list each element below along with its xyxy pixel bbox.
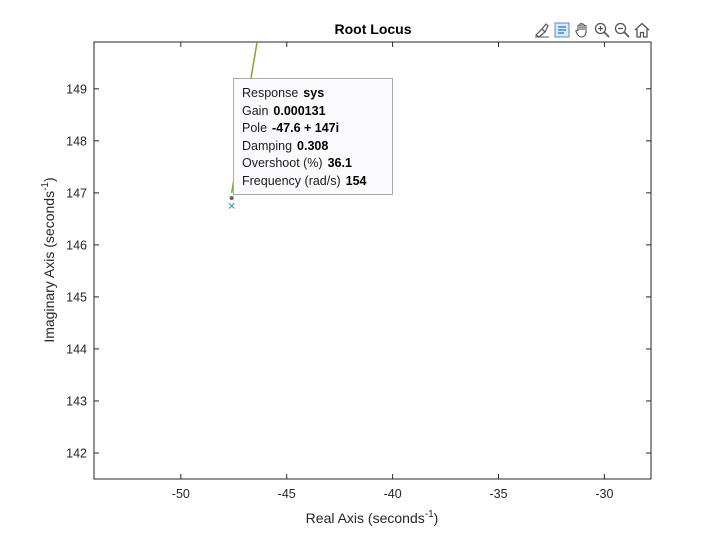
data-tip-row: Gain 0.000131: [242, 103, 392, 121]
axes-toolbar: [532, 20, 651, 40]
y-tick-label: 149: [66, 82, 87, 96]
zoom-in-icon[interactable]: [592, 20, 611, 40]
x-axis: -50 -45 -40 -35 -30: [172, 42, 613, 501]
data-tip-label: Response: [242, 86, 299, 100]
data-tip-label: Pole: [242, 121, 268, 135]
y-axis: 142 143 144 145 146 147 148 149: [66, 82, 651, 460]
data-tip-row: Overshoot (%) 36.1: [242, 155, 392, 173]
y-tick-label: 145: [66, 290, 87, 304]
y-tick-label: 142: [66, 446, 87, 460]
chart-title: Root Locus: [335, 21, 412, 37]
x-tick-label: -30: [595, 487, 613, 501]
y-tick-label: 143: [66, 394, 87, 408]
data-tip-label: Overshoot (%): [242, 156, 323, 170]
home-icon[interactable]: [632, 20, 651, 40]
pole-marker[interactable]: [228, 202, 235, 209]
data-tip-value: sys: [303, 86, 325, 100]
x-tick-label: -45: [278, 487, 296, 501]
data-tip-row: Damping 0.308: [242, 138, 392, 156]
data-tip-row: Response sys: [242, 85, 392, 103]
pan-icon[interactable]: [572, 20, 591, 40]
data-tip-row: Pole -47.6 + 147i: [242, 120, 392, 138]
data-tip-value: -47.6 + 147i: [272, 121, 340, 135]
data-tip-value: 0.308: [297, 138, 329, 153]
pole-markers: [228, 195, 235, 209]
data-tip-icon[interactable]: [552, 20, 571, 40]
data-tip-value: 0.000131: [273, 103, 326, 118]
y-tick-label: 147: [66, 186, 87, 200]
plot-area[interactable]: [93, 41, 652, 480]
data-tip-row: Frequency (rad/s) 154: [242, 173, 392, 191]
brush-icon[interactable]: [532, 20, 551, 40]
data-tip-value: 154: [345, 173, 367, 188]
data-tip-label: Gain: [242, 103, 269, 118]
data-tip-label: Damping: [242, 138, 293, 153]
y-axis-label: Imaginary Axis (seconds-1): [40, 177, 57, 342]
x-tick-label: -50: [172, 487, 190, 501]
data-tip-value: 36.1: [327, 156, 352, 170]
y-tick-label: 148: [66, 134, 87, 148]
y-tick-label: 144: [66, 342, 87, 356]
zoom-out-icon[interactable]: [612, 20, 631, 40]
x-tick-label: -35: [489, 487, 507, 501]
data-tip: Response sys Gain 0.000131 Pole -47.6 + 147i D…: [233, 78, 393, 195]
x-axis-label: Real Axis (seconds-1): [306, 509, 439, 526]
data-tip-label: Frequency (rad/s): [242, 173, 341, 188]
x-tick-label: -40: [384, 487, 402, 501]
y-tick-label: 146: [66, 238, 87, 252]
datatip-point[interactable]: [228, 195, 235, 201]
